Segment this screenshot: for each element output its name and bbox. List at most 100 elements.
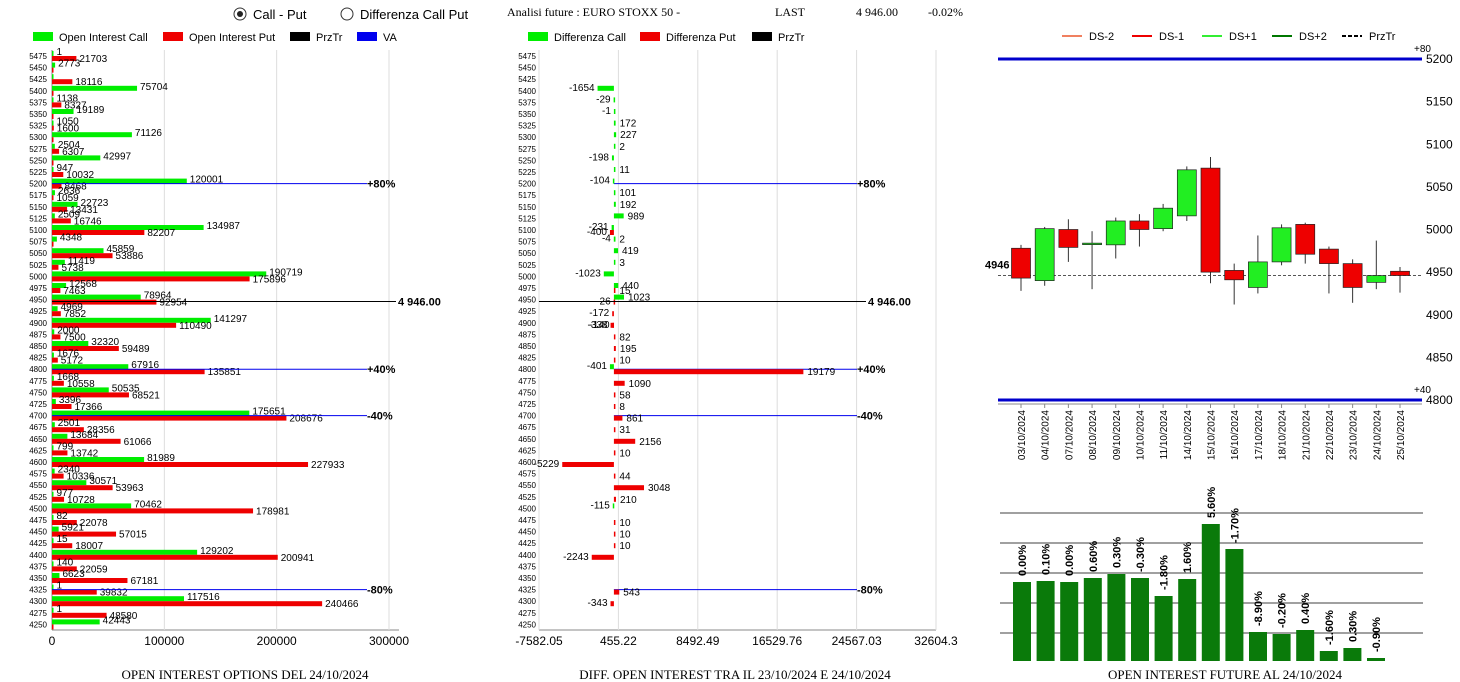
future-oi-label: -1.70%	[1229, 508, 1241, 543]
call-diff-bar	[612, 178, 615, 184]
strike-label: 5175	[518, 191, 536, 200]
call-diff-bar	[613, 259, 616, 265]
call-value-label: 3396	[59, 395, 82, 406]
future-oi-label: -1.60%	[1324, 610, 1336, 645]
put-bar	[52, 334, 61, 340]
diff-value-label: 101	[619, 188, 636, 199]
call-value-label: 30571	[89, 476, 117, 487]
strike-label: 4350	[518, 574, 536, 583]
call-diff-bar	[597, 85, 614, 91]
strike-label: 5125	[518, 214, 536, 223]
strike-label: 4375	[518, 562, 536, 571]
diff-value-label: 11	[619, 165, 630, 176]
radio-diff-label[interactable]: Differenza Call Put	[360, 7, 469, 22]
put-diff-bar	[613, 346, 616, 351]
strike-label: 5450	[518, 64, 536, 73]
candle-body	[1034, 228, 1055, 282]
view-toggle[interactable]: Call - Put Differenza Call Put	[233, 7, 469, 22]
put-value-label: 59489	[122, 344, 150, 355]
strike-label: 4250	[29, 620, 47, 629]
put-diff-bar	[613, 369, 804, 375]
y-tick-label: 5200	[1426, 52, 1453, 66]
diff-value-label: 1023	[628, 293, 651, 304]
diff-value-label: -338	[588, 320, 608, 331]
strike-label: 4875	[518, 330, 536, 339]
strike-label: 5300	[29, 133, 47, 142]
strike-label: 5275	[518, 145, 536, 154]
future-oi-label: 0.00%	[1017, 545, 1029, 576]
candle-body	[1082, 242, 1102, 245]
date-label: 11/10/2024	[1159, 410, 1170, 460]
diff-value-label: 2	[619, 235, 625, 246]
put-diff-bar	[591, 554, 614, 560]
call-bar	[52, 317, 211, 323]
strike-label: 5000	[518, 272, 536, 281]
diff-value-label: -2243	[563, 552, 589, 563]
call-bar	[52, 97, 54, 103]
radio-diff[interactable]	[340, 7, 354, 21]
call-value-label: 15	[57, 534, 69, 545]
diff-value-label: 82	[619, 332, 631, 343]
candle-body	[1366, 275, 1387, 283]
put-value-label: 175896	[253, 274, 287, 285]
call-diff-bar	[613, 109, 616, 114]
date-label: 03/10/2024	[1017, 410, 1028, 460]
put-bar	[52, 578, 128, 583]
strike-label: 4325	[518, 586, 536, 595]
candle-body	[1200, 167, 1221, 273]
candle-body	[1176, 169, 1197, 217]
strike-label: 5200	[518, 180, 536, 189]
call-diff-bar	[609, 364, 614, 370]
call-bar	[52, 201, 78, 207]
legend-label: PrzTr	[1369, 31, 1396, 43]
put-diff-bar	[613, 531, 616, 537]
future-oi-label: -1.80%	[1159, 555, 1171, 590]
future-oi-bar	[1201, 524, 1220, 661]
put-bar	[52, 218, 71, 224]
call-value-label: 19189	[77, 105, 105, 116]
put-diff-bar	[613, 404, 616, 409]
diff-value-label: -104	[590, 176, 610, 187]
call-bar	[52, 271, 267, 277]
call-diff-bar	[613, 283, 619, 288]
diff-value-label: 210	[620, 495, 637, 506]
future-oi-bar	[1083, 578, 1102, 661]
call-bar	[52, 178, 187, 184]
put-bar	[52, 624, 54, 630]
call-bar	[52, 457, 145, 462]
put-value-label: 10032	[66, 170, 94, 181]
diff-value-label: 2	[619, 142, 625, 153]
put-value-label: 10728	[67, 495, 95, 506]
future-oi-label: 1.60%	[1182, 542, 1194, 573]
call-bar	[52, 480, 87, 486]
call-bar	[52, 503, 132, 509]
legend-swatch	[33, 32, 53, 41]
call-value-label: 141297	[214, 314, 248, 325]
candle-body	[1153, 207, 1173, 229]
future-oi-label: 0.30%	[1111, 537, 1123, 568]
strike-label: 5300	[518, 133, 536, 142]
strike-label: 5200	[29, 180, 47, 189]
strike-label: 4550	[518, 481, 536, 490]
strike-label: 5100	[518, 226, 536, 235]
strike-label: 4600	[518, 458, 536, 467]
diff-value-label: 440	[622, 281, 639, 292]
strike-label: 5075	[29, 238, 47, 247]
radio-call-put-label[interactable]: Call - Put	[253, 7, 307, 22]
strike-label: 4675	[29, 423, 47, 432]
strike-label: 5400	[518, 87, 536, 96]
x-tick-label: 8492.49	[676, 634, 720, 648]
call-value-label: 1	[57, 604, 63, 615]
strike-label: 4500	[518, 504, 536, 513]
put-bar	[52, 79, 73, 85]
put-diff-bar	[613, 589, 620, 595]
strike-label: 5400	[29, 87, 47, 96]
legend-label: PrzTr	[778, 32, 805, 44]
diff-value-label: -1023	[575, 268, 601, 279]
put-diff-bar	[609, 230, 614, 235]
future-oi-bar	[1154, 596, 1173, 661]
strike-label: 4625	[518, 446, 536, 455]
candle-body	[1271, 227, 1292, 263]
put-value-label: 7463	[63, 286, 86, 297]
future-oi-label: -0.20%	[1277, 593, 1289, 628]
